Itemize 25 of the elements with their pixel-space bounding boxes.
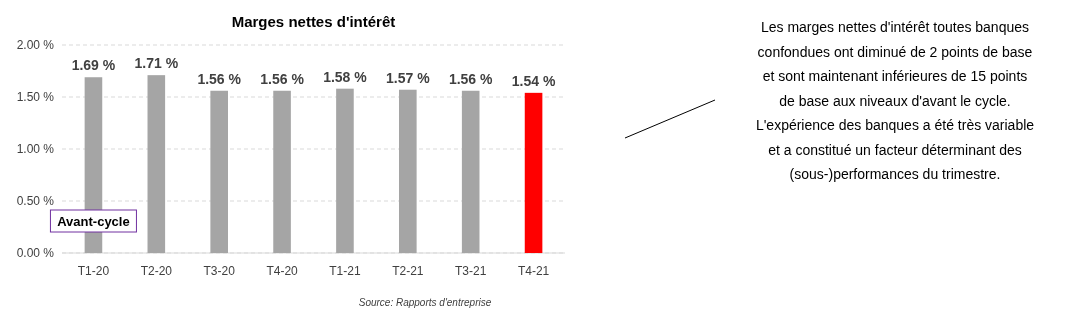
data-label: 1.56 % xyxy=(448,70,494,87)
data-label: 1.56 % xyxy=(260,70,305,87)
data-label: 1.54 % xyxy=(511,72,556,89)
chart-title: Marges nettes d'intérêt xyxy=(231,13,396,30)
text: Les marges nettes d'intérêt toutes banques confondues ont diminué de 2 points de base et sont maintenant inférieures de 15 points de base aux niveaux d'avant le cycle. L'expérience des banques a été très variable et a constitué un facteur déterminant des (sous-)performances du trimestre. xyxy=(755,19,1035,182)
data-label: 1.69 % xyxy=(71,57,116,74)
data-label: 1.57 % xyxy=(386,69,431,86)
y-tick-label: 2.00 % xyxy=(16,38,55,52)
data-label: 1.71 % xyxy=(134,55,179,72)
annotation: Avant-cycle xyxy=(57,214,130,229)
data-label: 1.56 % xyxy=(197,70,242,87)
x-tick-label: T4-21 xyxy=(517,264,550,278)
y-tick-label: 1.50 % xyxy=(16,90,55,104)
x-tick-label: T2-21 xyxy=(392,264,424,278)
y-tick-label: 0.50 % xyxy=(16,194,55,208)
y-tick-label: 1.00 % xyxy=(16,142,55,156)
data-label: 1.58 % xyxy=(323,68,368,85)
x-tick-label: T2-20 xyxy=(140,264,173,278)
source-note: Source: Rapports d'entreprise xyxy=(358,297,492,308)
x-tick-label: T4-20 xyxy=(266,264,299,278)
y-tick-label: 0.00 % xyxy=(16,246,55,260)
x-tick-label: T3-21 xyxy=(455,264,487,278)
x-tick-label: T1-21 xyxy=(329,264,361,278)
x-tick-label: T3-20 xyxy=(203,264,236,278)
x-tick-label: T1-20 xyxy=(77,264,110,278)
